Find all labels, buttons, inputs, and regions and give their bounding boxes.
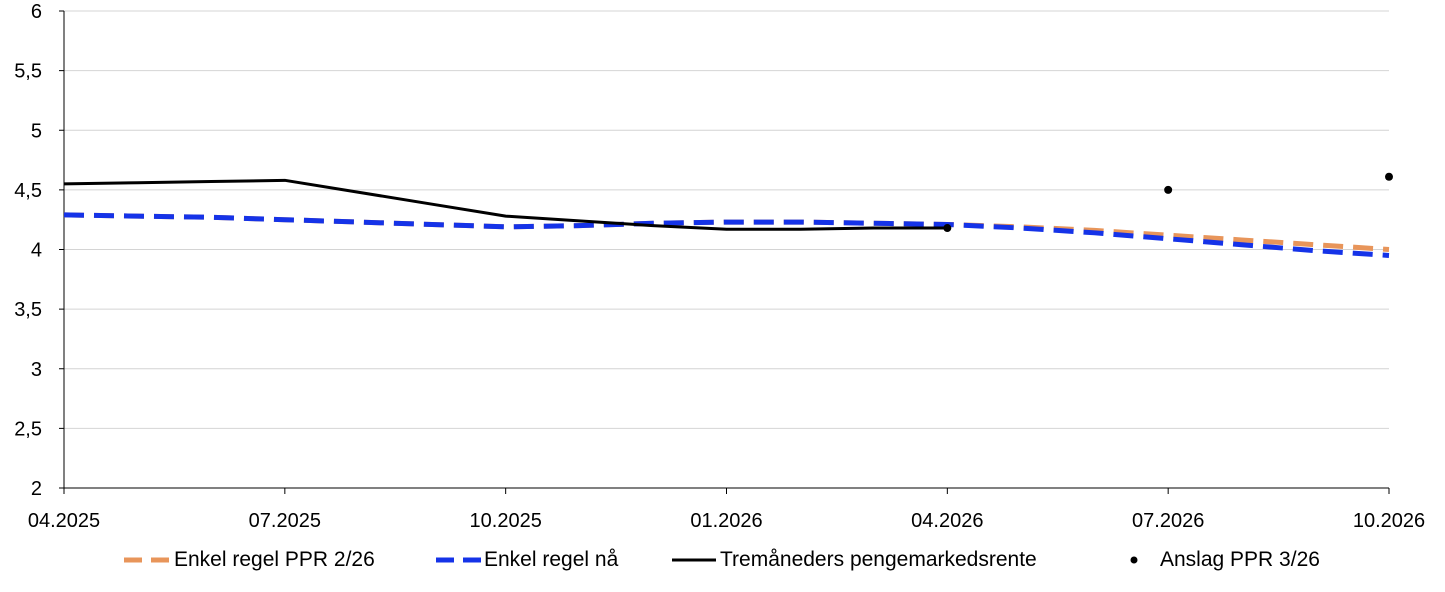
data-point (1164, 185, 1173, 194)
y-tick-label: 3,5 (14, 299, 42, 321)
series-layer (63, 172, 1393, 258)
y-tick-label: 5 (31, 120, 42, 142)
legend-label: Tremåneders pengemarkedsrente (720, 548, 1037, 571)
x-tick-label: 10.2025 (470, 510, 542, 532)
series-line (63, 178, 948, 231)
x-tick-label: 04.2025 (28, 510, 100, 532)
gridlines (64, 10, 1389, 429)
legend-item-enkel-regel-na: Enkel regel nå (436, 540, 618, 580)
y-tick-label: 4,5 (14, 180, 42, 202)
legend: Enkel regel PPR 2/26 Enkel regel nå Trem… (0, 540, 1445, 580)
legend-swatch-dashed-blue (436, 557, 482, 563)
axes (59, 10, 1390, 494)
legend-item-enkel-regel-ppr: Enkel regel PPR 2/26 (124, 540, 375, 580)
legend-swatch-dot (1130, 556, 1138, 564)
y-tick-label: 3 (31, 359, 42, 381)
legend-swatch-dashed-orange (124, 557, 172, 563)
x-tick-label: 07.2025 (249, 510, 321, 532)
legend-swatch-solid-black (672, 558, 716, 562)
series-line (63, 212, 1390, 258)
y-tick-label: 4 (31, 240, 42, 262)
data-point (943, 224, 952, 233)
y-tick-label: 6 (31, 1, 42, 23)
x-tick-label: 04.2026 (911, 510, 983, 532)
series-1 (63, 212, 1390, 258)
x-tick-label: 01.2026 (690, 510, 762, 532)
series-3 (943, 172, 1393, 233)
legend-item-tremaneders: Tremåneders pengemarkedsrente (672, 540, 1037, 580)
y-axis-ticks: 2 2,5 3 3,5 4 4,5 5 5,5 6 (14, 1, 42, 500)
legend-label: Enkel regel nå (484, 548, 619, 571)
series-2 (63, 178, 948, 231)
x-axis-ticks: 04.2025 07.2025 10.2025 01.2026 04.2026 07.20… (28, 510, 1425, 532)
y-tick-label: 5,5 (14, 61, 42, 83)
legend-item-anslag-ppr: Anslag PPR 3/26 (1124, 540, 1320, 580)
y-tick-label: 2 (31, 478, 42, 500)
x-tick-label: 10.2026 (1353, 510, 1425, 532)
data-point (1385, 172, 1393, 181)
legend-label: Enkel regel PPR 2/26 (174, 548, 375, 571)
x-tick-label: 07.2026 (1132, 510, 1204, 532)
line-chart: 22,533,544,555,56 04.2025 07.2025 10.2025 0… (14, 1, 1425, 532)
legend-label: Anslag PPR 3/26 (1160, 548, 1320, 571)
y-tick-label: 2,5 (14, 418, 42, 440)
